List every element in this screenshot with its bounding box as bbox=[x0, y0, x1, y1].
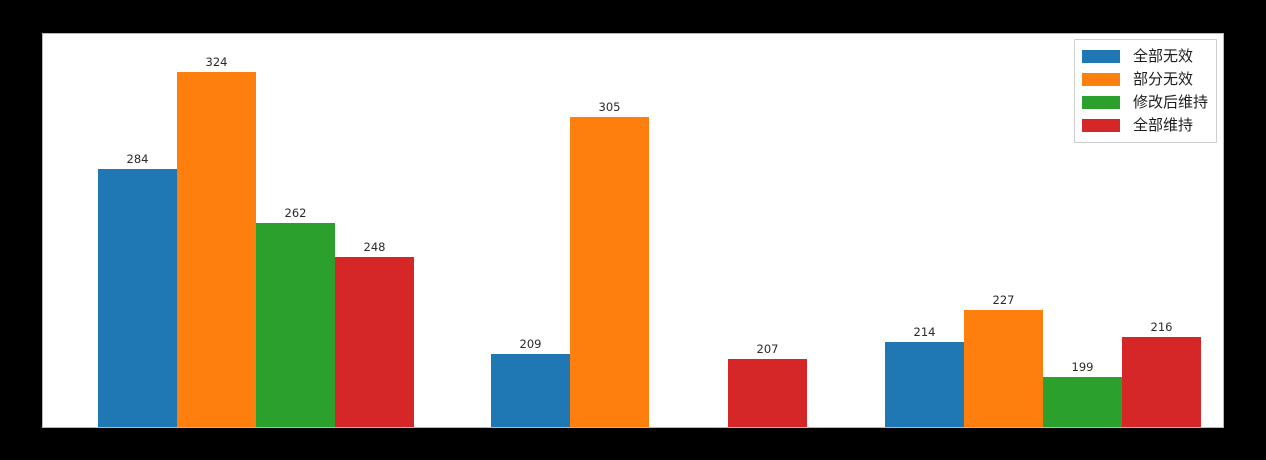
legend-label: 部分无效 bbox=[1132, 70, 1193, 88]
legend-label: 修改后维持 bbox=[1132, 93, 1208, 111]
bar-slot: 214 bbox=[885, 34, 964, 427]
bar-slot: 209 bbox=[491, 34, 570, 427]
plot-area: 284 324 262 248 209 bbox=[43, 34, 1223, 427]
bar-slot: 262 bbox=[256, 34, 335, 427]
bar-修改后维持[interactable] bbox=[256, 223, 335, 427]
bar-value-label: 305 bbox=[598, 100, 621, 114]
bar-全部维持[interactable] bbox=[335, 257, 414, 427]
chart-axes: 284 324 262 248 209 bbox=[42, 33, 1224, 428]
bar-slot: 199 bbox=[1043, 34, 1122, 427]
bar-value-label: 324 bbox=[205, 55, 228, 69]
legend-swatch-icon bbox=[1081, 50, 1120, 63]
legend-swatch-icon bbox=[1081, 73, 1120, 86]
bar-value-label: 284 bbox=[126, 152, 149, 166]
bar-value-label: 262 bbox=[284, 206, 307, 220]
bar-value-label: 214 bbox=[913, 325, 936, 339]
bar-全部无效[interactable] bbox=[98, 169, 177, 427]
bar-部分无效[interactable] bbox=[570, 117, 649, 427]
bar-slot bbox=[649, 34, 728, 427]
bar-全部维持[interactable] bbox=[728, 359, 807, 427]
bar-全部无效[interactable] bbox=[491, 354, 570, 427]
bar-value-label: 209 bbox=[519, 337, 542, 351]
legend-swatch-icon bbox=[1081, 119, 1120, 132]
bar-部分无效[interactable] bbox=[177, 72, 256, 427]
bar-slot: 207 bbox=[728, 34, 807, 427]
legend-label: 全部无效 bbox=[1132, 47, 1193, 65]
bar-slot: 227 bbox=[964, 34, 1043, 427]
bar-slot: 216 bbox=[1122, 34, 1201, 427]
bar-部分无效[interactable] bbox=[964, 310, 1043, 427]
bar-修改后维持[interactable] bbox=[1043, 377, 1122, 427]
bar-value-label: 227 bbox=[992, 293, 1015, 307]
legend-swatch-icon bbox=[1081, 96, 1120, 109]
bar-group-3: 214 227 199 216 bbox=[885, 34, 1201, 427]
bar-slot: 248 bbox=[335, 34, 414, 427]
legend-item-全部维持[interactable]: 全部维持 bbox=[1081, 114, 1208, 137]
bar-group-2: 209 305 207 bbox=[491, 34, 807, 427]
bar-value-label: 248 bbox=[363, 240, 386, 254]
legend-item-部分无效[interactable]: 部分无效 bbox=[1081, 68, 1208, 91]
legend-item-全部无效[interactable]: 全部无效 bbox=[1081, 45, 1208, 68]
bar-value-label: 216 bbox=[1150, 320, 1173, 334]
chart-legend[interactable]: 全部无效 部分无效 修改后维持 全部维持 bbox=[1073, 39, 1217, 143]
bar-value-label: 207 bbox=[756, 342, 779, 356]
legend-label: 全部维持 bbox=[1132, 116, 1193, 134]
bar-slot: 284 bbox=[98, 34, 177, 427]
bar-value-label: 199 bbox=[1071, 360, 1094, 374]
bar-slot: 324 bbox=[177, 34, 256, 427]
bar-slot: 305 bbox=[570, 34, 649, 427]
bar-group-1: 284 324 262 248 bbox=[98, 34, 414, 427]
bar-全部无效[interactable] bbox=[885, 342, 964, 427]
bar-全部维持[interactable] bbox=[1122, 337, 1201, 427]
legend-item-修改后维持[interactable]: 修改后维持 bbox=[1081, 91, 1208, 114]
